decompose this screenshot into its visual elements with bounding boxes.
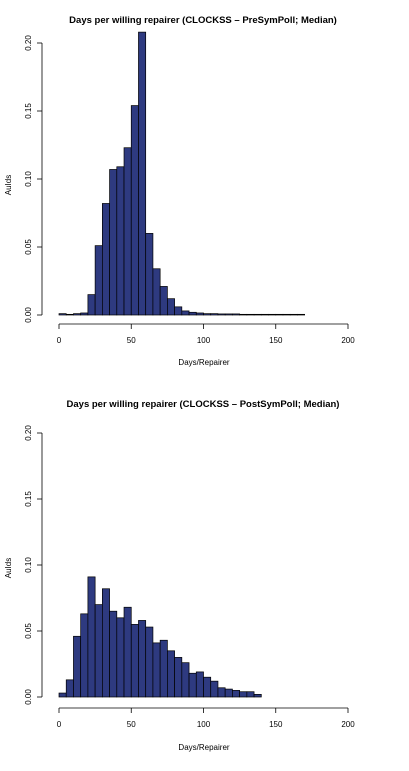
y-axis: 0.00 0.05 0.10 0.15 0.20: [24, 35, 43, 323]
histogram-bar: [239, 691, 248, 698]
histogram-bar: [210, 680, 219, 698]
chart-title: Days per willing repairer (CLOCKSS – Pos…: [67, 399, 340, 410]
x-tick-label: 150: [269, 336, 283, 345]
histogram-bar: [145, 233, 154, 316]
x-tick-label: 0: [57, 336, 62, 345]
x-tick-label: 200: [341, 720, 355, 729]
histogram-bar: [152, 642, 161, 698]
histogram-bar: [80, 613, 89, 698]
histogram-bar: [58, 692, 67, 698]
histogram-bar: [253, 694, 262, 698]
histogram-bar: [159, 639, 168, 698]
y-tick-label: 0.05: [24, 623, 33, 639]
histogram-bar: [289, 313, 298, 316]
histogram-bar: [159, 286, 168, 316]
y-tick-label: 0.20: [24, 425, 33, 441]
y-axis-label: AuIds: [4, 558, 13, 578]
histogram-bar: [239, 313, 248, 316]
x-axis-label: Days/Repairer: [178, 358, 229, 367]
x-axis-label: Days/Repairer: [178, 743, 229, 752]
histogram-bar: [116, 166, 125, 316]
bars: [58, 576, 262, 698]
histogram-bar: [145, 626, 154, 698]
histogram-bar: [246, 691, 255, 698]
histogram-bar: [224, 313, 233, 316]
y-tick-label: 0.00: [24, 307, 33, 323]
x-tick-label: 200: [341, 336, 355, 345]
x-tick-label: 150: [269, 720, 283, 729]
x-tick-label: 100: [197, 336, 211, 345]
histogram-bar: [138, 620, 147, 698]
x-tick-label: 50: [127, 720, 136, 729]
histogram-bar: [203, 676, 212, 698]
histogram-bar: [174, 657, 183, 698]
histogram-bar: [181, 310, 190, 316]
histogram-bar: [80, 312, 89, 316]
histogram-bar: [94, 604, 103, 698]
histogram-bar: [152, 268, 161, 316]
y-tick-label: 0.15: [24, 103, 33, 119]
y-tick-label: 0.05: [24, 239, 33, 255]
histogram-bar: [195, 671, 204, 698]
y-tick-label: 0.10: [24, 557, 33, 573]
histogram-bar: [101, 203, 110, 316]
histogram-bar: [282, 313, 291, 316]
histogram-bar: [167, 298, 175, 316]
x-tick-label: 100: [197, 720, 211, 729]
histogram-bar: [123, 147, 132, 316]
histogram-bar: [73, 635, 82, 698]
histogram-bar: [217, 687, 226, 698]
histogram-bar: [87, 576, 96, 698]
histogram-bar: [167, 650, 175, 698]
histogram-bar: [195, 312, 204, 316]
histogram-bar: [87, 294, 96, 316]
histogram-bar: [188, 311, 197, 316]
histogram-bar: [253, 313, 262, 316]
histogram-bar: [101, 588, 110, 698]
bars: [58, 31, 305, 316]
histogram-bar: [275, 313, 284, 316]
histogram-bar: [174, 306, 183, 316]
histogram-bar: [109, 610, 118, 698]
histogram-bar: [58, 313, 67, 316]
y-tick-label: 0.20: [24, 35, 33, 51]
histogram-bar: [94, 245, 103, 316]
y-axis-label: AuIds: [4, 175, 13, 195]
y-tick-label: 0.00: [24, 689, 33, 705]
histogram-bar: [130, 624, 139, 698]
histogram-bar: [232, 690, 240, 698]
y-axis: 0.00 0.05 0.10 0.15 0.20: [24, 425, 43, 705]
histogram-bar: [65, 679, 74, 698]
histogram-bar: [203, 313, 212, 316]
histogram-bar: [268, 313, 277, 316]
histogram-bar: [65, 313, 74, 316]
chart-postsympoll: Days per willing repairer (CLOCKSS – Pos…: [4, 399, 355, 752]
histogram-bar: [224, 688, 233, 698]
x-axis: 0 50 100 150 200: [57, 707, 355, 729]
histogram-bar: [210, 313, 219, 316]
histogram-bar: [232, 313, 240, 316]
histogram-bar: [217, 313, 226, 316]
histogram-bar: [181, 662, 190, 698]
histogram-bar: [260, 313, 269, 316]
histogram-bar: [109, 169, 118, 316]
x-axis: 0 50 100 150 200: [57, 323, 355, 345]
y-tick-label: 0.10: [24, 171, 33, 187]
y-tick-label: 0.15: [24, 491, 33, 507]
chart-title: Days per willing repairer (CLOCKSS – Pre…: [69, 15, 337, 26]
histogram-bar: [246, 313, 255, 316]
histogram-bar: [138, 31, 147, 316]
x-tick-label: 50: [127, 336, 136, 345]
histogram-bar: [297, 313, 305, 316]
histogram-bar: [123, 606, 132, 698]
histogram-bar: [188, 672, 197, 698]
histogram-bar: [116, 617, 125, 698]
x-tick-label: 0: [57, 720, 62, 729]
chart-presympoll: Days per willing repairer (CLOCKSS – Pre…: [4, 15, 355, 367]
histogram-bar: [73, 313, 82, 316]
histogram-bar: [130, 105, 139, 316]
